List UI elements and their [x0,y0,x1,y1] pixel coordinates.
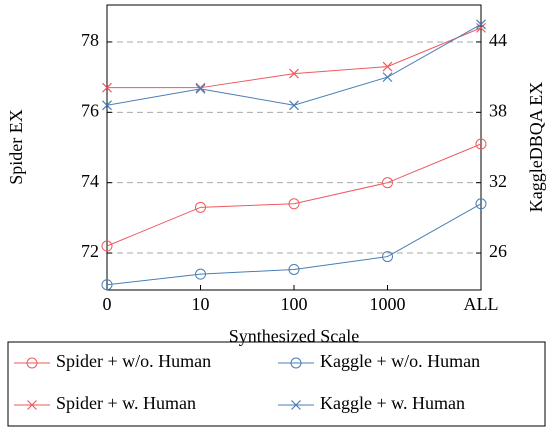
point [475,198,487,210]
point [382,72,393,83]
point [102,82,112,93]
series-line [106,203,482,286]
plot-frame [106,4,482,291]
x-tick-label: 100 [281,294,308,314]
point [195,83,206,94]
y-tick-label: 74 [81,171,99,191]
point [26,357,38,369]
point [382,61,393,72]
legend-label: Spider + w/o. Human [56,351,211,371]
point [195,82,206,93]
series-line [106,23,482,106]
point [476,19,486,30]
x-tick-label: 10 [192,294,210,314]
point [27,400,37,410]
point [195,268,206,280]
x-tick-label: ALL [464,294,499,314]
y2-tick-label: 32 [489,171,507,191]
y-tick-label: 78 [81,30,99,50]
point [289,68,299,79]
legend-box [7,341,546,427]
point [382,251,393,263]
point [289,100,299,111]
x-axis-label: Synthesized Scale [229,326,359,346]
y2-tick-label: 26 [489,241,507,261]
legend-label: Kaggle + w. Human [320,393,465,413]
point [101,279,113,291]
y2-axis-label: KaggleDBQA EX [526,82,546,212]
y-tick-label: 76 [81,100,99,120]
x-tick-label: 1000 [370,294,406,314]
point [195,201,206,213]
point [291,400,301,410]
series-line [106,143,482,247]
y-axis-label: Spider EX [6,109,26,185]
y2-tick-label: 44 [489,30,507,50]
point [475,138,487,150]
point [102,100,112,111]
legend-label: Kaggle + w/o. Human [320,351,480,371]
point [101,240,113,252]
y2-tick-label: 38 [489,100,507,120]
y-tick-label: 72 [81,241,99,261]
point [288,263,300,275]
x-tick-label: 0 [103,294,112,314]
series-line [107,27,482,89]
legend-label: Spider + w. Human [56,393,196,413]
point [382,177,393,189]
point [476,22,486,33]
point [290,357,302,369]
point [288,198,300,210]
